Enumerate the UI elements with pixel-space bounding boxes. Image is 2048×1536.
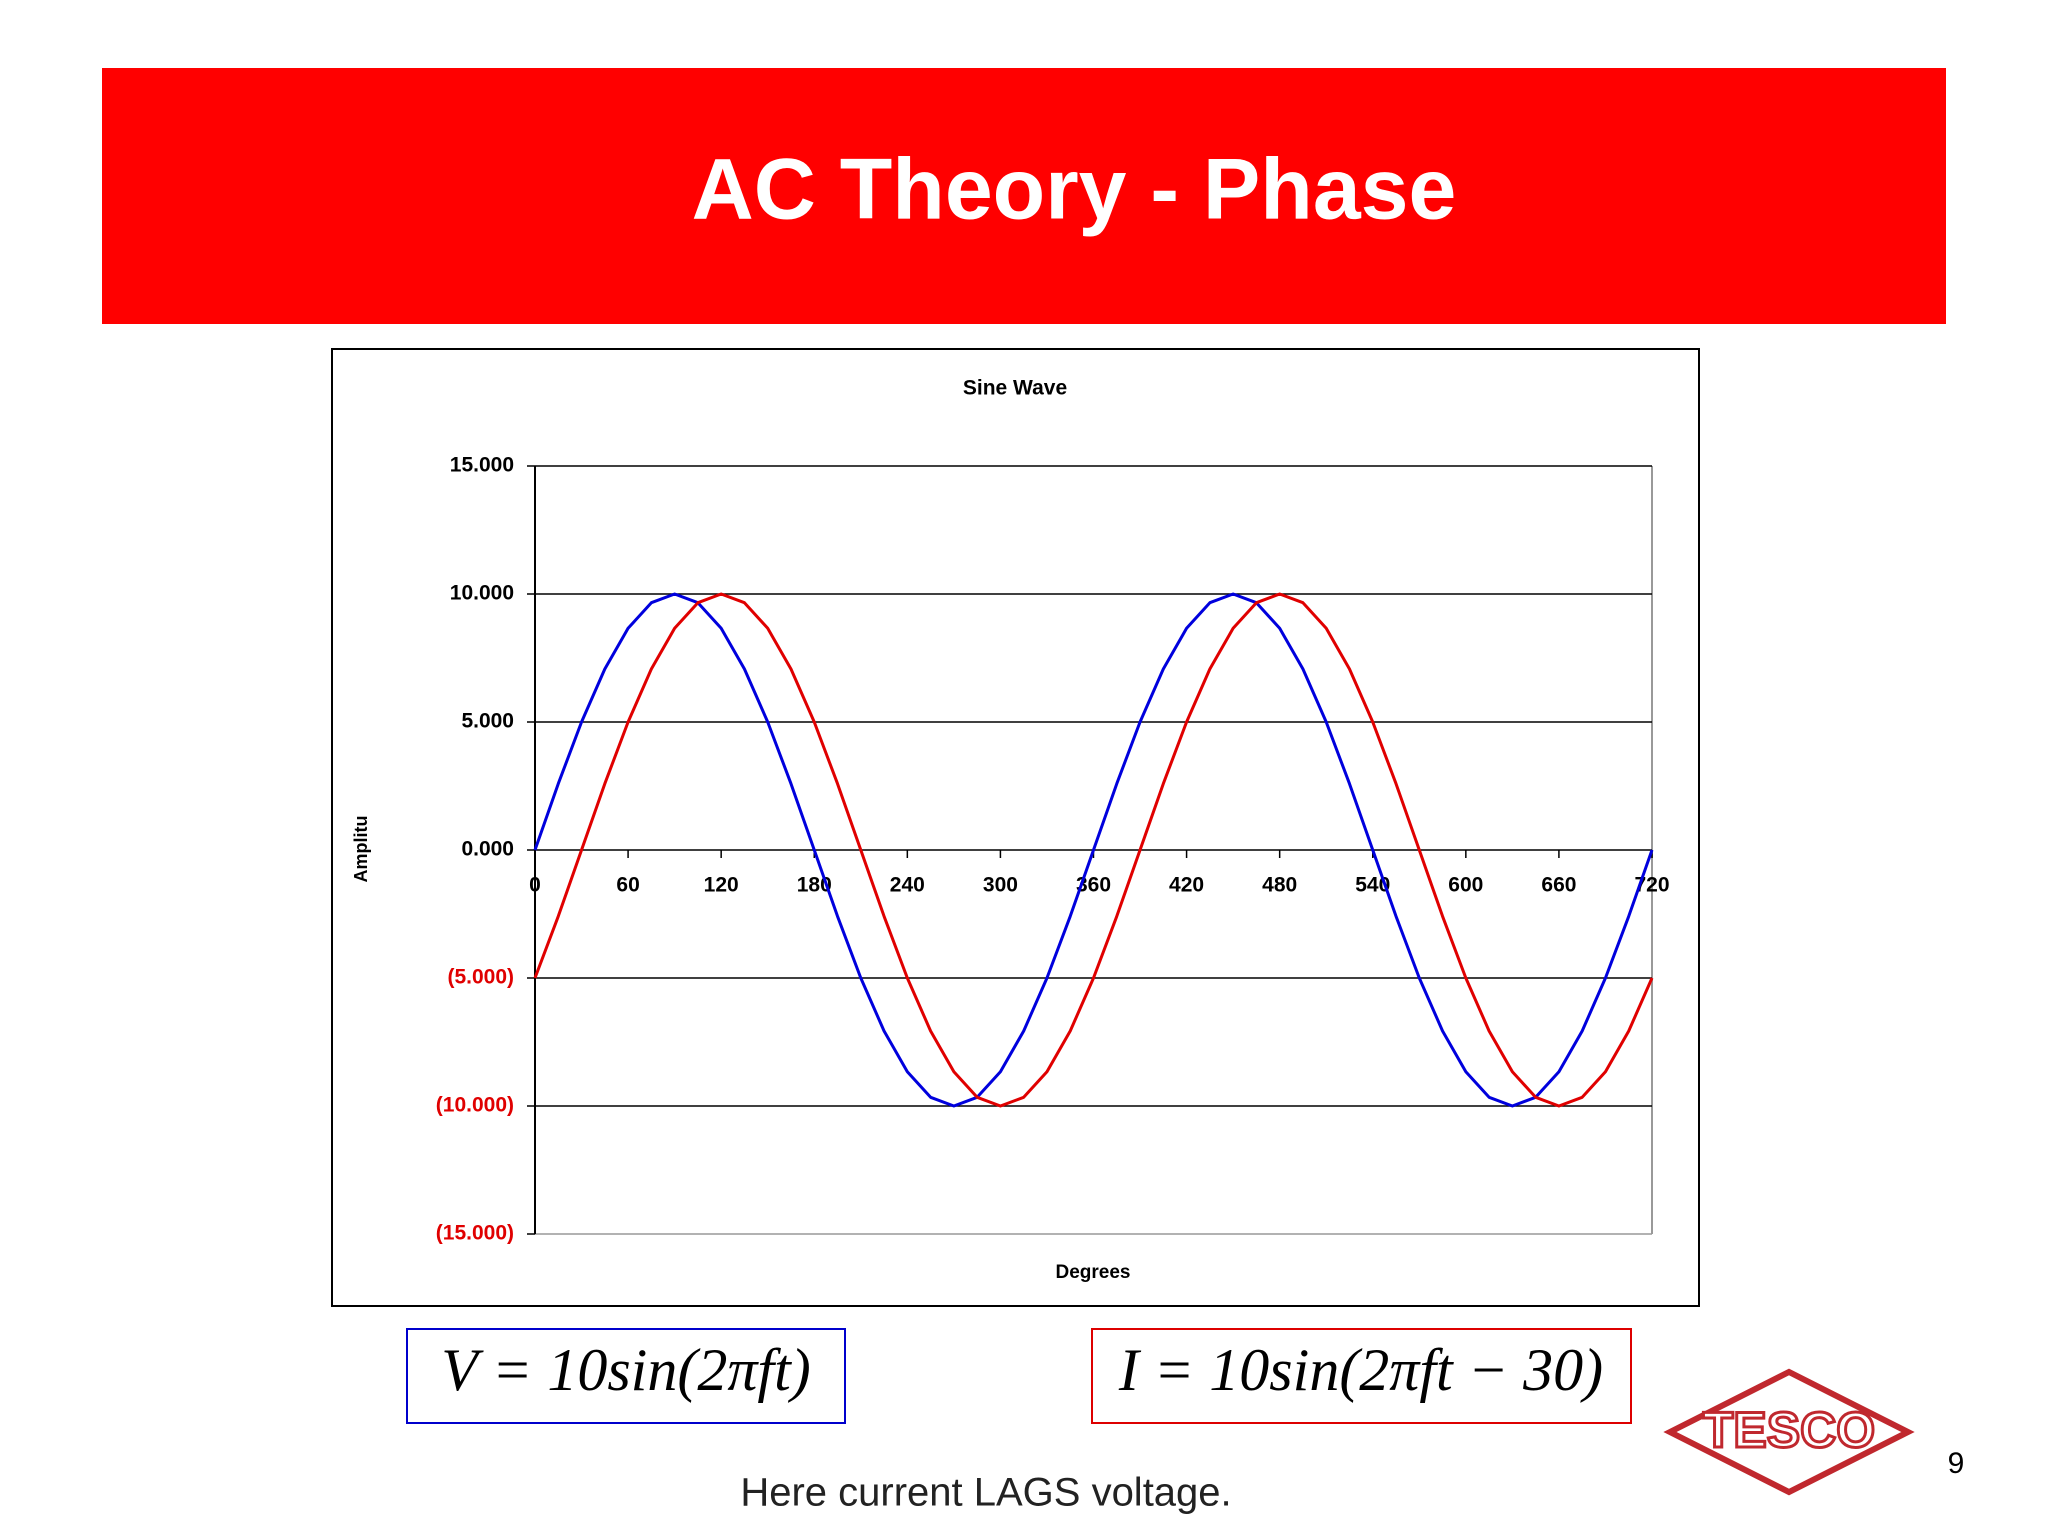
y-tick-label: 0.000 xyxy=(461,838,514,861)
y-tick-label: (5.000) xyxy=(447,966,514,989)
slide-title: AC Theory - Phase xyxy=(692,142,1457,238)
y-tick-label: (15.000) xyxy=(436,1222,514,1245)
series-line xyxy=(533,592,1654,1108)
header-bar xyxy=(102,68,1946,324)
x-axis-label: Degrees xyxy=(1056,1262,1131,1283)
page-number: 9 xyxy=(1948,1447,1965,1480)
y-axis-label: Amplitu xyxy=(351,816,371,883)
x-tick-label: 0 xyxy=(529,874,541,897)
equation: I = 10sin(2πft − 30) xyxy=(1118,1337,1603,1403)
logo-diamond xyxy=(1663,1368,1915,1496)
y-tick-label: 10.000 xyxy=(450,582,514,605)
x-tick-label: 420 xyxy=(1169,874,1204,897)
y-tick-label: 5.000 xyxy=(461,710,514,733)
y-tick-label: 15.000 xyxy=(450,454,514,477)
x-tick-label: 240 xyxy=(890,874,925,897)
x-tick-label: 600 xyxy=(1448,874,1483,897)
series-line xyxy=(533,592,1654,1108)
x-tick-label: 300 xyxy=(983,874,1018,897)
equation: V = 10sin(2πft) xyxy=(441,1337,810,1403)
equation-box xyxy=(406,1328,846,1424)
caption: Here current LAGS voltage. xyxy=(740,1471,1231,1515)
x-tick-label: 480 xyxy=(1262,874,1297,897)
chart-title: Sine Wave xyxy=(963,377,1067,400)
x-tick-label: 660 xyxy=(1541,874,1576,897)
x-tick-label: 60 xyxy=(616,874,639,897)
equation-box xyxy=(1091,1328,1632,1424)
x-tick-label: 120 xyxy=(704,874,739,897)
logo-text: TESCO xyxy=(1703,1402,1875,1458)
chart-frame xyxy=(331,348,1700,1307)
y-tick-label: (10.000) xyxy=(436,1094,514,1117)
